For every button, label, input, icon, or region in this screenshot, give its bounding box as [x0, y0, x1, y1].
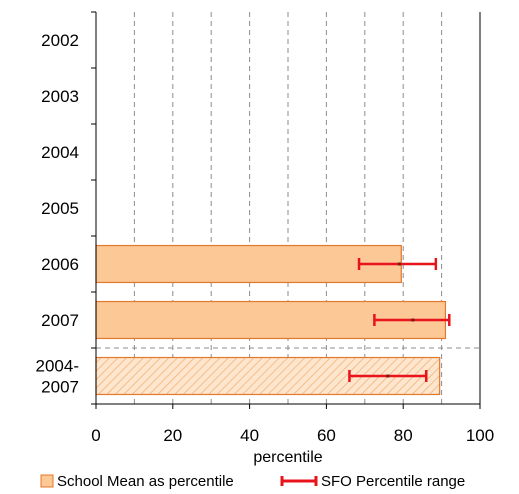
category-label: 2007 — [41, 378, 79, 397]
axes — [91, 11, 481, 409]
legend-label-sfo-range: SFO Percentile range — [321, 473, 465, 490]
category-label: 2003 — [41, 87, 79, 106]
error-bar-center — [397, 262, 401, 266]
legend-swatch-school-mean — [40, 474, 54, 488]
x-tick-label: 20 — [163, 426, 182, 445]
x-tick-label: 40 — [240, 426, 259, 445]
legend: School Mean as percentile SFO Percentile … — [40, 473, 465, 490]
grid-lines — [96, 12, 480, 404]
legend-label-school-mean: School Mean as percentile — [57, 473, 234, 490]
error-bar-center — [411, 318, 415, 322]
x-axis-title: percentile — [253, 449, 322, 466]
x-tick-label: 0 — [91, 426, 100, 445]
x-tick-label: 80 — [394, 426, 413, 445]
x-tick-label: 100 — [466, 426, 494, 445]
category-label: 2002 — [41, 31, 79, 50]
category-label: 2007 — [41, 311, 79, 330]
category-label: 2006 — [41, 255, 79, 274]
error-bar-center — [386, 374, 390, 378]
tick-labels: 0 20 40 60 80 100 — [91, 426, 494, 445]
bar — [95, 244, 402, 284]
category-labels: 2002 2003 2004 2005 2006 2007 2004- 2007 — [36, 31, 79, 397]
category-label: 2004- — [36, 357, 79, 376]
category-label: 2005 — [41, 199, 79, 218]
x-tick-label: 60 — [317, 426, 336, 445]
category-label: 2004 — [41, 143, 79, 162]
error-bars — [348, 258, 451, 382]
